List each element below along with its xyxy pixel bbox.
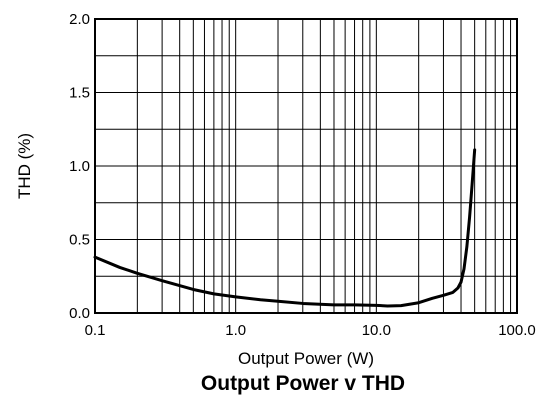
y-tick-label: 0.0 bbox=[69, 305, 90, 322]
y-tick-label: 2.0 bbox=[69, 11, 90, 28]
y-axis-label: THD (%) bbox=[15, 133, 34, 199]
x-axis-label: Output Power (W) bbox=[238, 349, 374, 368]
thd-series-line bbox=[93, 148, 477, 308]
plot-frame bbox=[94, 18, 518, 314]
x-tick-label: 100.0 bbox=[498, 322, 536, 339]
x-tick-label: 0.1 bbox=[85, 322, 106, 339]
y-tick-label: 0.5 bbox=[69, 232, 90, 249]
y-tick-label: 1.0 bbox=[69, 158, 90, 175]
grid bbox=[94, 18, 517, 314]
x-tick-label: 1.0 bbox=[225, 322, 246, 339]
series-layer bbox=[93, 148, 477, 308]
tick-labels: 0.0 0.5 1.0 1.5 2.0 0.1 1.0 10.0 100.0 bbox=[69, 11, 536, 339]
chart-title: Output Power v THD bbox=[201, 372, 405, 395]
x-tick-label: 10.0 bbox=[362, 322, 391, 339]
y-tick-label: 1.5 bbox=[69, 85, 90, 102]
